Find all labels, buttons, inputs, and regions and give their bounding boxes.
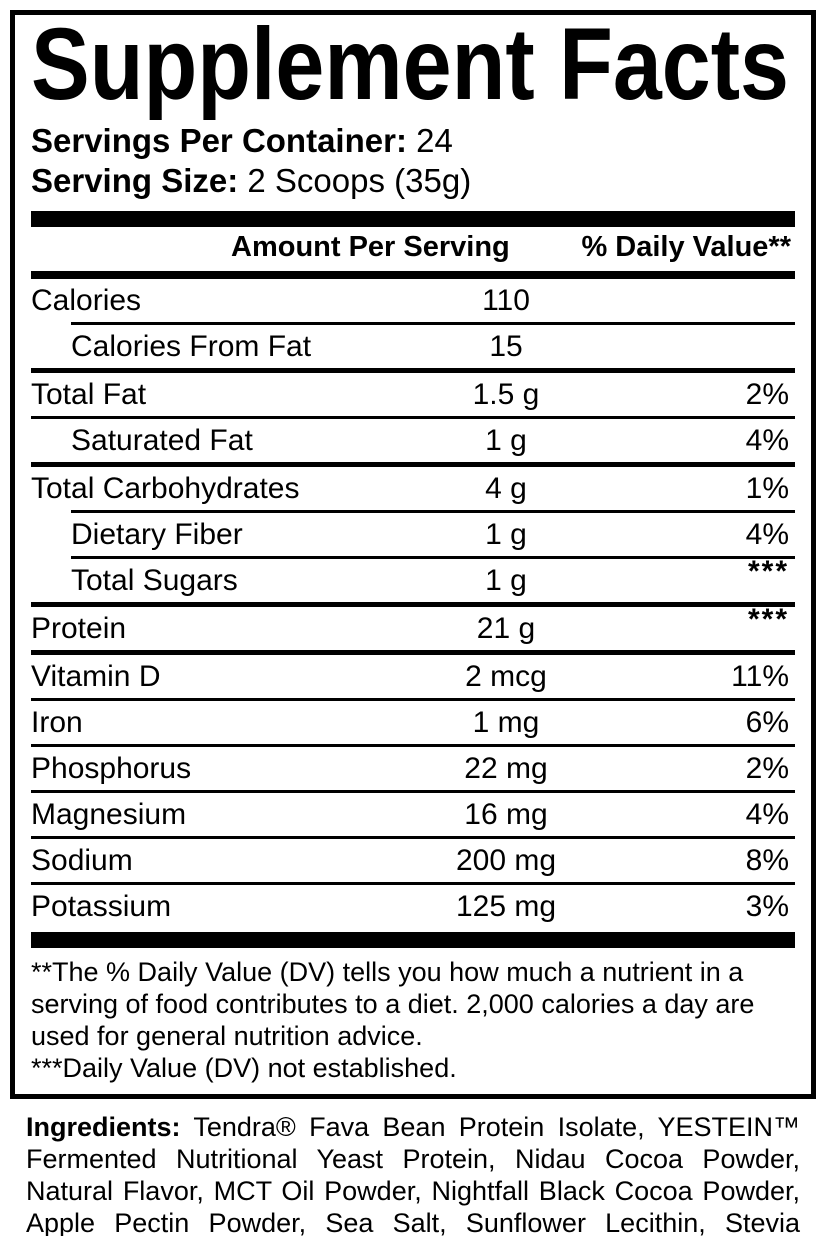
nutrient-name: Saturated Fat [71,423,253,457]
nutrient-daily-value: 4% [745,797,789,831]
section-bar-bottom [31,932,795,948]
nutrient-amount: 125 mg [455,889,557,923]
nutrient-amount: 15 [489,329,523,363]
nutrient-amount: 16 mg [464,797,548,831]
table-row: Calories From Fat 15 [31,325,795,368]
table-row: Sodium 200 mg 8% [31,839,795,882]
supplement-facts-panel: Supplement Facts Servings Per Container:… [10,10,816,1099]
ingredients-text: Tendra® Fava Bean Protein Isolate, YESTE… [26,1112,800,1236]
serving-size-label: Serving Size: [31,162,239,199]
nutrient-amount: 1.5 g [472,377,540,411]
table-row: Protein 21 g *** [31,603,795,650]
nutrient-amount: 1 mg [472,705,540,739]
row-separator [71,556,795,559]
nutrient-daily-value: 6% [745,705,789,739]
serving-size: Serving Size: 2 Scoops (35g) [31,161,795,201]
nutrient-daily-value: 1% [745,471,789,505]
footnotes: **The % Daily Value (DV) tells you how m… [31,956,795,1084]
nutrient-name: Dietary Fiber [71,517,243,551]
table-row: Iron 1 mg 6% [31,701,795,744]
amount-column-header: Amount Per Serving [231,231,510,263]
row-separator [71,322,795,325]
nutrient-amount: 1 g [485,423,527,457]
nutrient-amount: 21 g [476,611,536,645]
header-divider-bar [31,271,795,279]
section-bar-top [31,211,795,227]
row-separator [31,368,795,373]
nutrient-name: Vitamin D [31,659,161,693]
nutrient-name: Sodium [31,843,133,877]
ingredients-paragraph: Ingredients: Tendra® Fava Bean Protein I… [26,1111,800,1236]
row-separator [31,744,795,747]
row-separator [31,602,795,607]
table-row: Dietary Fiber 1 g 4% [31,513,795,556]
table-row: Magnesium 16 mg 4% [31,793,795,836]
nutrient-daily-value: 2% [745,751,789,785]
table-row: Saturated Fat 1 g 4% [31,419,795,462]
nutrient-name: Total Carbohydrates [31,471,300,505]
nutrient-daily-value: 4% [745,423,789,457]
nutrient-daily-value: 3% [745,889,789,923]
servings-per-container: Servings Per Container: 24 [31,121,795,161]
row-separator [31,416,795,419]
table-row: Vitamin D 2 mcg 11% [31,655,795,698]
row-separator [31,462,795,467]
nutrient-amount: 1 g [485,517,527,551]
row-separator [31,698,795,701]
nutrient-name: Total Fat [31,377,147,411]
nutrient-name: Phosphorus [31,751,192,785]
nutrient-name: Potassium [31,889,172,923]
row-separator [31,836,795,839]
nutrient-amount: 110 [482,283,530,317]
row-separator [71,510,795,513]
ingredients-label: Ingredients: [26,1112,181,1142]
nutrient-name: Calories From Fat [71,329,312,363]
table-row: Calories 110 [31,279,795,322]
nutrient-name: Calories [31,283,142,317]
servings-per-container-value: 24 [406,122,453,159]
nutrient-amount: 22 mg [464,751,548,785]
nutrient-name: Protein [31,611,127,645]
table-row: Total Sugars 1 g *** [31,555,795,602]
nutrient-amount: 2 mcg [465,659,547,693]
nutrient-daily-value: *** [747,554,789,588]
nutrient-name: Magnesium [31,797,187,831]
row-separator [31,790,795,793]
nutrient-amount: 4 g [485,471,527,505]
nutrient-amount: 200 mg [455,843,557,877]
nutrient-name: Total Sugars [71,563,238,597]
nutrient-name: Iron [31,705,83,739]
nutrient-daily-value: 8% [745,843,789,877]
nutrient-daily-value: *** [747,602,789,636]
panel-title: Supplement Facts [31,25,789,121]
daily-value-column-header: % Daily Value** [581,231,791,263]
panel-title-text: Supplement Facts [31,25,789,121]
nutrient-daily-value: 2% [745,377,789,411]
not-established-footnote: ***Daily Value (DV) not established. [31,1053,457,1083]
table-row: Phosphorus 22 mg 2% [31,747,795,790]
serving-size-value: 2 Scoops (35g) [238,162,472,199]
row-separator [31,882,795,885]
table-row: Potassium 125 mg 3% [31,885,795,928]
daily-value-footnote: **The % Daily Value (DV) tells you how m… [31,957,755,1051]
table-header-row: Amount Per Serving % Daily Value** [31,227,795,271]
nutrient-amount: 1 g [485,563,527,597]
table-row: Total Carbohydrates 4 g 1% [31,467,795,510]
row-separator [31,650,795,655]
servings-per-container-label: Servings Per Container: [31,122,407,159]
nutrient-daily-value: 11% [731,659,789,693]
nutrient-daily-value: 4% [745,517,789,551]
table-row: Total Fat 1.5 g 2% [31,373,795,416]
